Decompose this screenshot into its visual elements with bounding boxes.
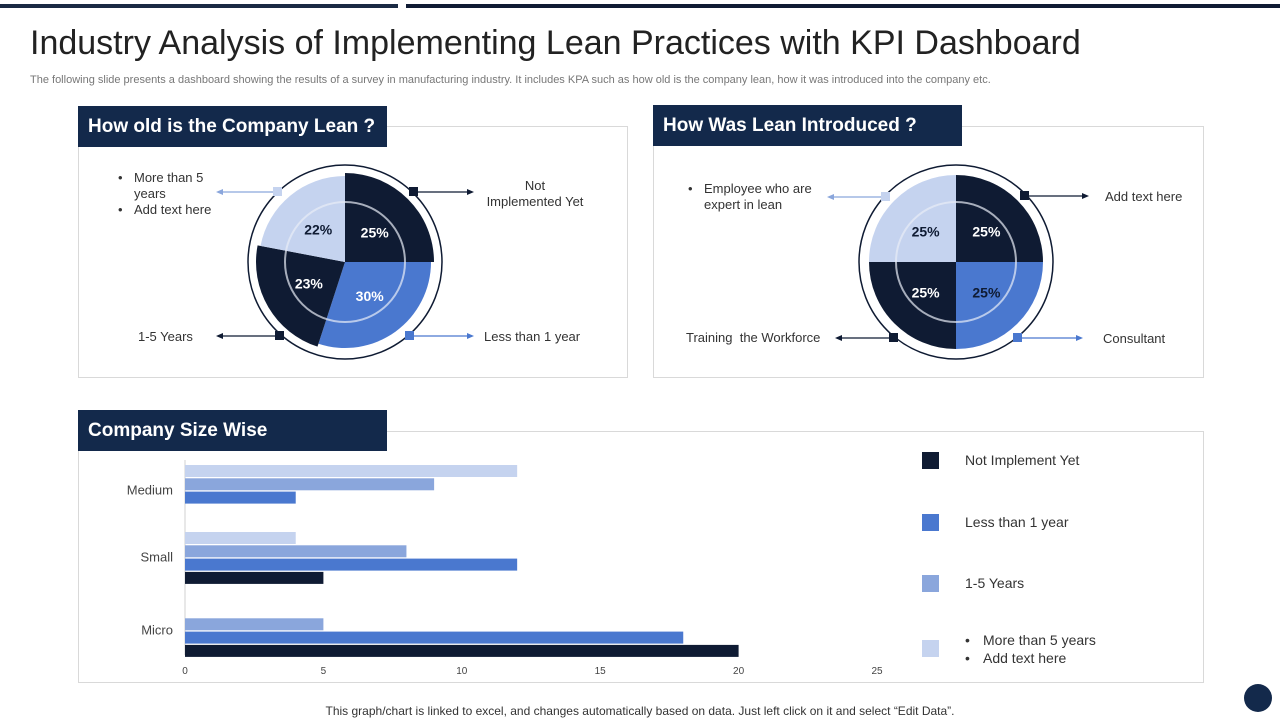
company-size-title: Company Size Wise	[88, 419, 268, 441]
pie-slice-label: 30%	[356, 288, 385, 304]
pie-slice[interactable]	[956, 262, 1043, 349]
x-tick-label: 25	[871, 666, 883, 677]
corner-dot-icon	[1244, 684, 1272, 712]
bullet-item: Employee who are expert in lean	[686, 181, 816, 213]
pie-outer-ring	[858, 164, 1054, 360]
bar[interactable]	[185, 491, 296, 504]
arrowhead-bottom-left	[216, 333, 223, 339]
pie-slice-label: 25%	[361, 224, 390, 240]
bar[interactable]	[185, 571, 324, 584]
pie-slice-label: 25%	[972, 224, 1001, 240]
callout-add-text-here: Add text here	[1105, 189, 1183, 204]
callout-more-than-5-years: More than 5 years Add text here	[116, 170, 226, 218]
pie-slice[interactable]	[345, 173, 434, 262]
bar[interactable]	[185, 465, 518, 477]
top-accent-bar-left	[0, 4, 398, 8]
top-accent-bar-right	[406, 4, 1280, 8]
marker-bottom-right	[1013, 333, 1022, 342]
bar[interactable]	[185, 545, 407, 558]
pie-inner-ring	[895, 201, 1017, 323]
callout-not-implemented: Not Implemented Yet	[486, 178, 584, 209]
marker-top-right	[1020, 191, 1029, 200]
bar[interactable]	[185, 558, 518, 571]
lean-introduced-header: How Was Lean Introduced ?	[653, 105, 962, 146]
bullet-item: More than 5 years	[116, 170, 226, 202]
lean-age-pie-chart[interactable]: 25% 30% 23% 22%	[210, 162, 480, 362]
bar[interactable]	[185, 631, 684, 644]
legend-item-more-than-5-years: More than 5 years Add text here	[922, 631, 1096, 667]
arrowhead-bottom-left	[835, 335, 842, 341]
marker-top-left	[273, 187, 282, 196]
pie-inner-ring	[284, 201, 406, 323]
category-label: Medium	[127, 483, 173, 498]
pie-slice-label: 22%	[304, 222, 333, 238]
pie-slice[interactable]	[956, 175, 1043, 262]
footer-note: This graph/chart is linked to excel, and…	[325, 704, 955, 718]
bar[interactable]	[185, 532, 296, 544]
legend-label: Not Implement Yet	[965, 452, 1080, 468]
marker-bottom-left	[889, 333, 898, 342]
marker-top-left	[881, 192, 890, 201]
marker-bottom-left	[275, 331, 284, 340]
lean-age-header: How old is the Company Lean ?	[78, 106, 387, 147]
bullet-item: Add text here	[116, 202, 226, 218]
legend-item-not-implement-yet: Not Implement Yet	[922, 452, 1079, 469]
bar[interactable]	[185, 618, 324, 631]
company-size-bar-chart[interactable]: Medium Small Micro 0 5 10 15 20 25	[100, 455, 900, 680]
x-tick-label: 15	[595, 666, 607, 677]
pie-slice-label: 25%	[972, 284, 1001, 300]
pie-slice-label: 23%	[295, 275, 324, 291]
pie-slice[interactable]	[869, 175, 956, 262]
legend-label: More than 5 years	[965, 631, 1096, 649]
x-tick-label: 20	[733, 666, 745, 677]
x-tick-label: 10	[456, 666, 468, 677]
company-size-header: Company Size Wise	[78, 410, 387, 451]
pie-slice-label: 25%	[912, 284, 941, 300]
x-tick-label: 5	[321, 666, 327, 677]
legend-label: Add text here	[965, 649, 1096, 667]
page-subtitle: The following slide presents a dashboard…	[30, 74, 991, 86]
arrowhead-bottom-right	[1076, 335, 1083, 341]
pie-slice[interactable]	[869, 262, 956, 349]
category-label: Micro	[141, 623, 173, 638]
pie-slice[interactable]	[318, 262, 431, 348]
bar[interactable]	[185, 478, 435, 491]
bar[interactable]	[185, 644, 739, 657]
legend-swatch	[922, 575, 939, 592]
arrowhead-top-left	[827, 194, 834, 200]
lean-age-title: How old is the Company Lean ?	[88, 115, 376, 137]
legend-swatch	[922, 514, 939, 531]
x-tick-label: 0	[182, 666, 188, 677]
legend-label: 1-5 Years	[965, 575, 1025, 591]
callout-less-than-1-year: Less than 1 year	[484, 329, 581, 344]
callout-consultant: Consultant	[1103, 331, 1166, 346]
callout-employee-expert: Employee who are expert in lean	[686, 181, 816, 213]
lean-introduced-pie-chart[interactable]: 25% 25% 25% 25%	[821, 162, 1091, 362]
legend-item-1-5-years: 1-5 Years	[922, 575, 1024, 592]
arrowhead-top-right	[1082, 193, 1089, 199]
lean-introduced-title: How Was Lean Introduced ?	[663, 114, 917, 136]
pie-outer-ring	[247, 164, 443, 360]
legend-swatch	[922, 640, 939, 657]
marker-top-right	[409, 187, 418, 196]
legend-label: Less than 1 year	[965, 514, 1069, 530]
page-title: Industry Analysis of Implementing Lean P…	[30, 24, 1081, 62]
pie-slice[interactable]	[256, 245, 345, 347]
arrowhead-top-right	[467, 189, 474, 195]
pie-slice-label: 25%	[912, 224, 941, 240]
legend-swatch	[922, 452, 939, 469]
marker-bottom-right	[405, 331, 414, 340]
legend-item-less-than-1-year: Less than 1 year	[922, 514, 1069, 531]
callout-training-workforce: Training the Workforce	[686, 330, 821, 345]
callout-1-5-years: 1-5 Years	[138, 329, 193, 344]
arrowhead-bottom-right	[467, 333, 474, 339]
category-label: Small	[140, 550, 173, 565]
